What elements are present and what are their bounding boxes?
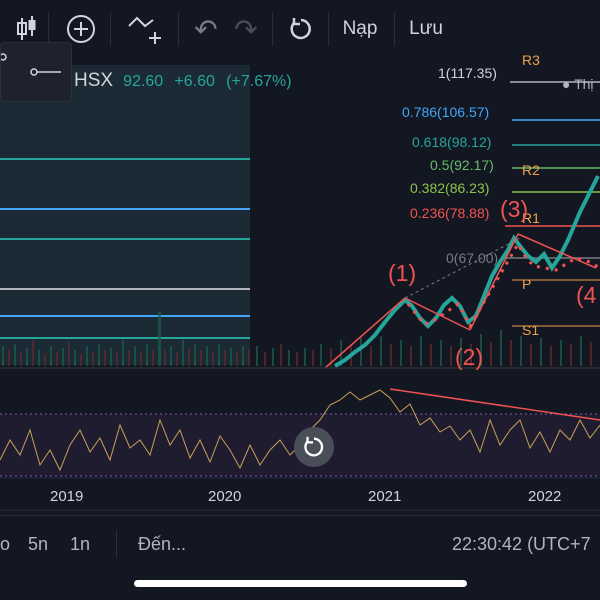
last-price: 92.60 [123,73,164,90]
timeframe-1y[interactable]: 1n [70,534,91,554]
fib-label-05: 0.5(92.17) [430,157,494,173]
save-layout-button[interactable]: Lưu [409,18,443,39]
fib-label-0382: 0.382(86.23) [410,180,490,196]
refresh-icon [304,436,324,457]
pivot-r1: R1 [522,210,540,226]
price-change-pct: (+7.67%) [226,73,292,90]
redo-button[interactable]: ↷ [234,13,258,45]
wave-3-label: (3) [500,196,529,222]
refresh-icon[interactable] [286,8,316,50]
timeframe-partial[interactable]: o [0,534,11,554]
x-axis-label: 2021 [368,488,402,505]
reset-chart-button[interactable] [294,427,334,467]
top-toolbar: ↶ ↷ Nạp Lưu [0,0,600,58]
undo-button[interactable]: ↶ [194,13,218,45]
bottom-toolbar: o 5n 1n Đến... 22:30:42 (UTC+7 [0,515,600,572]
goto-date-button[interactable]: Đến... [138,534,187,554]
timeframe-5y[interactable]: 5n [28,534,49,554]
price-change: +6.60 [174,73,215,90]
fib-label-1: 1(117.35) [438,65,497,81]
price-marker-label: ● Thị [562,76,594,92]
divergence-line [389,388,600,421]
wave-4-label: (4 [576,282,597,308]
pivot-p: P [522,276,532,292]
fib-label-0236: 0.236(78.88) [410,205,490,221]
x-axis-label: 2020 [208,488,242,505]
wave-line [404,297,471,331]
symbol-header: HSX 92.60 +6.60 (+7.67%) [74,70,292,92]
add-indicator-icon[interactable] [64,8,98,50]
load-layout-button[interactable]: Nạp [342,18,378,39]
x-axis-label: 2022 [528,488,562,505]
wave-line [324,297,406,369]
wave-1-label: (1) [388,260,417,286]
fib-label-0618: 0.618(98.12) [412,134,492,150]
wave-line [517,233,597,269]
ticker-label[interactable]: HSX [74,70,114,91]
home-indicator [134,580,467,587]
highlight-region [0,65,250,365]
candles-icon[interactable] [14,8,40,50]
pivot-r2: R2 [522,162,540,178]
fib-connector [404,237,521,299]
fib-label-0786: 0.786(106.57) [402,104,490,120]
x-axis-label: 2019 [50,488,84,505]
fib-label-0: 0(67.00) [446,250,499,266]
pivot-s1: S1 [522,322,540,338]
pivot-r3: R3 [522,52,540,68]
price-line [333,175,600,368]
wave-line [469,233,519,331]
price-line-down [406,241,600,330]
drawing-tools-panel[interactable] [0,42,72,102]
clock-timezone[interactable]: 22:30:42 (UTC+7 [452,534,591,554]
wave-2-label: (2) [455,344,484,370]
compare-symbol-icon[interactable] [126,8,166,50]
